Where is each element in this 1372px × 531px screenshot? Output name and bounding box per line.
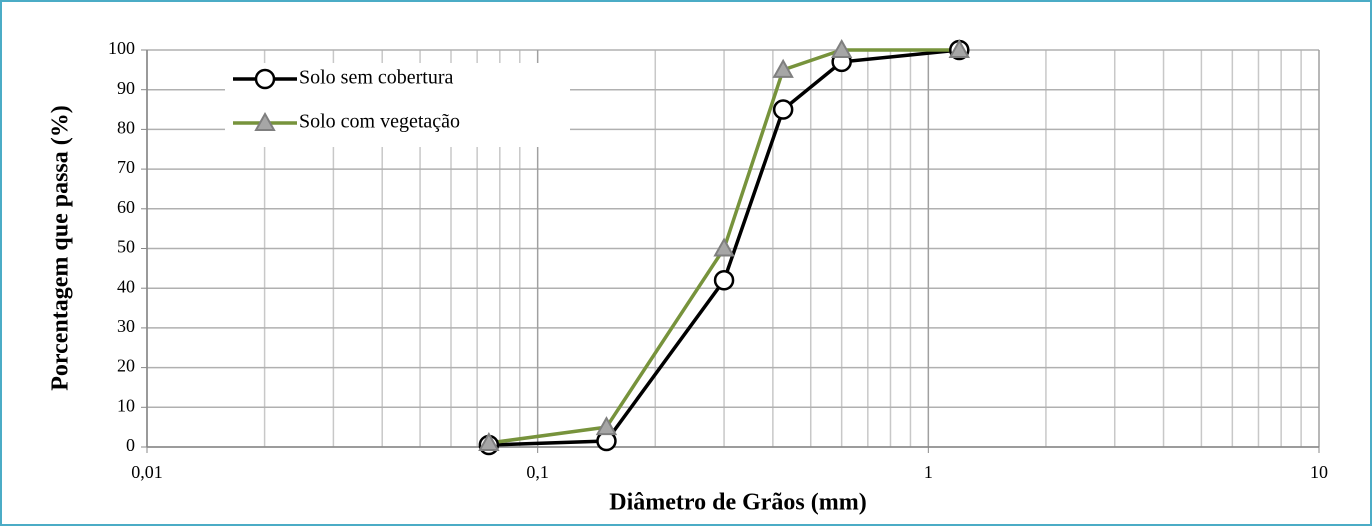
marker (772, 99, 794, 120)
legend-marker (254, 68, 276, 90)
series-line (488, 48, 960, 447)
y-tick-label: 100 (108, 38, 135, 58)
y-axis-title: Porcentagem que passa (%) (48, 105, 74, 391)
marker (948, 38, 970, 58)
x-tick-label: 1 (924, 462, 933, 482)
y-tick-label: 40 (117, 276, 135, 296)
y-tick-label: 50 (117, 237, 135, 257)
marker (478, 431, 500, 452)
legend-label: Solo com vegetação (299, 111, 460, 133)
marker (713, 237, 735, 257)
y-tick-label: 30 (117, 316, 135, 336)
plot (478, 38, 970, 456)
marker (830, 38, 853, 58)
y-tick-label: 70 (117, 157, 135, 177)
legend: Solo sem cobertura Solo com vegetação (225, 63, 570, 147)
y-tick-label: 80 (117, 118, 135, 138)
y-tick-label: 20 (117, 356, 135, 376)
y-tick-label: 0 (126, 435, 135, 455)
marker (713, 270, 735, 291)
marker (595, 416, 618, 436)
y-tick-label: 90 (117, 78, 135, 98)
y-tick-label: 60 (117, 197, 135, 217)
x-tick-label: 0,01 (131, 462, 163, 482)
marker (772, 58, 794, 78)
x-tick-label: 10 (1310, 462, 1328, 482)
y-tick-label: 10 (117, 395, 135, 415)
x-tick-label: 0,1 (526, 462, 549, 482)
series-line (488, 48, 960, 445)
legend-label: Solo sem cobertura (299, 67, 454, 89)
legend-box (225, 63, 570, 147)
x-axis-title: Diâmetro de Grãos (mm) (609, 490, 866, 516)
legend-marker (254, 111, 276, 131)
